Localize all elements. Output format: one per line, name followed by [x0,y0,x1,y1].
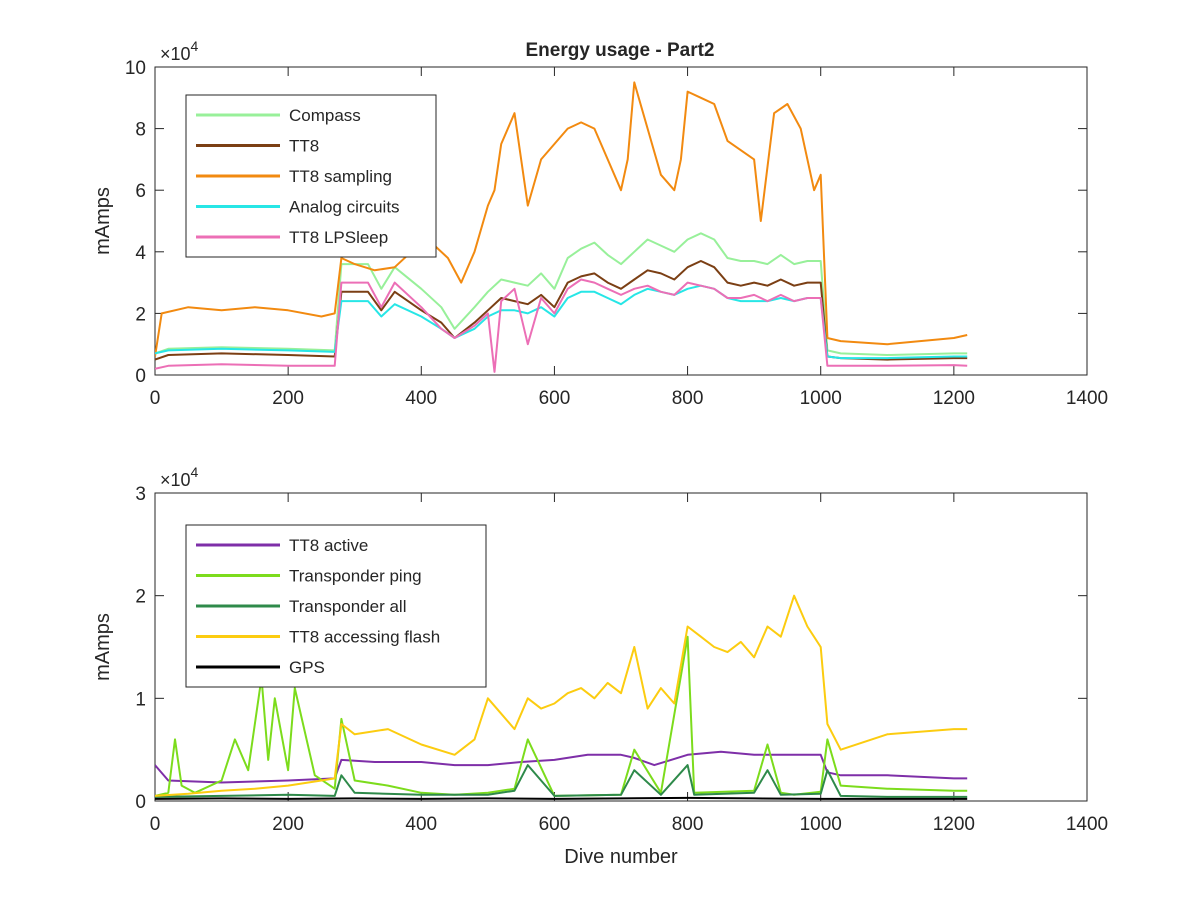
x-tick-label: 1000 [800,388,842,409]
x-tick-label: 0 [150,814,161,835]
x-tick-label: 600 [539,814,571,835]
y-tick-label: 2 [135,587,146,608]
y-tick-label: 0 [135,366,146,387]
series-group [155,594,968,800]
x-tick-label: 1000 [800,814,842,835]
y-tick-label: 4 [135,243,146,264]
legend-label: TT8 LPSleep [289,228,388,247]
legend: TT8 active Transponder ping Transponder al… [185,524,487,688]
x-tick-label: 1200 [933,814,975,835]
series-line-4 [155,594,968,797]
x-tick-label: 400 [405,388,437,409]
x-tick-label: 800 [672,388,704,409]
y-tick-label: 8 [135,120,146,141]
legend-label: TT8 sampling [289,167,392,186]
y-exponent-superscript: 4 [191,38,199,54]
axes-box [154,492,1088,802]
series-line-5 [155,278,968,373]
legend-label: Transponder ping [289,567,422,586]
y-axis-label: mAmps [92,613,114,681]
legend-label: TT8 active [289,536,368,555]
series-line-1 [155,232,968,356]
x-tick-label: 1400 [1066,814,1108,835]
y-tick-label: 1 [135,689,146,710]
x-tick-label: 800 [672,814,704,835]
series-line-3 [155,764,968,798]
legend-label: Compass [289,106,361,125]
x-axis-label: Dive number [564,846,678,868]
series-line-2 [155,260,968,361]
legend-label: TT8 accessing flash [289,628,440,647]
y-tick-label: 0 [135,792,146,813]
axes-box [154,66,1088,376]
x-tick-label: 1400 [1066,388,1108,409]
legend-label: Analog circuits [289,198,400,217]
x-tick-label: 0 [150,388,161,409]
x-tick-label: 400 [405,814,437,835]
y-tick-label: 3 [135,484,146,505]
series-line-3 [155,81,968,357]
plot-panel-2: 0 200 400 600 800 1000 1200 14000123×104mAmpsDi… [92,464,1108,868]
plot-panel-1: 0 200 400 600 800 1000 1200 14000246810×104mAmp… [92,38,1108,409]
x-tick-label: 200 [272,388,304,409]
legend-label: GPS [289,658,325,677]
y-exponent-superscript: 4 [191,464,199,480]
legend-label: TT8 [289,137,319,156]
x-tick-label: 1200 [933,388,975,409]
y-tick-label: 2 [135,304,146,325]
y-tick-label: 10 [125,58,146,79]
x-tick-label: 600 [539,388,571,409]
y-axis-label: mAmps [92,187,114,255]
series-group [155,81,968,373]
legend: Compass TT8 TT8 sampling Analog circuits TT8… [185,94,437,258]
legend-label: Transponder all [289,597,407,616]
series-line-5 [155,796,968,800]
y-tick-label: 6 [135,181,146,202]
x-tick-label: 200 [272,814,304,835]
chart-title: Energy usage - Part2 [525,40,714,61]
